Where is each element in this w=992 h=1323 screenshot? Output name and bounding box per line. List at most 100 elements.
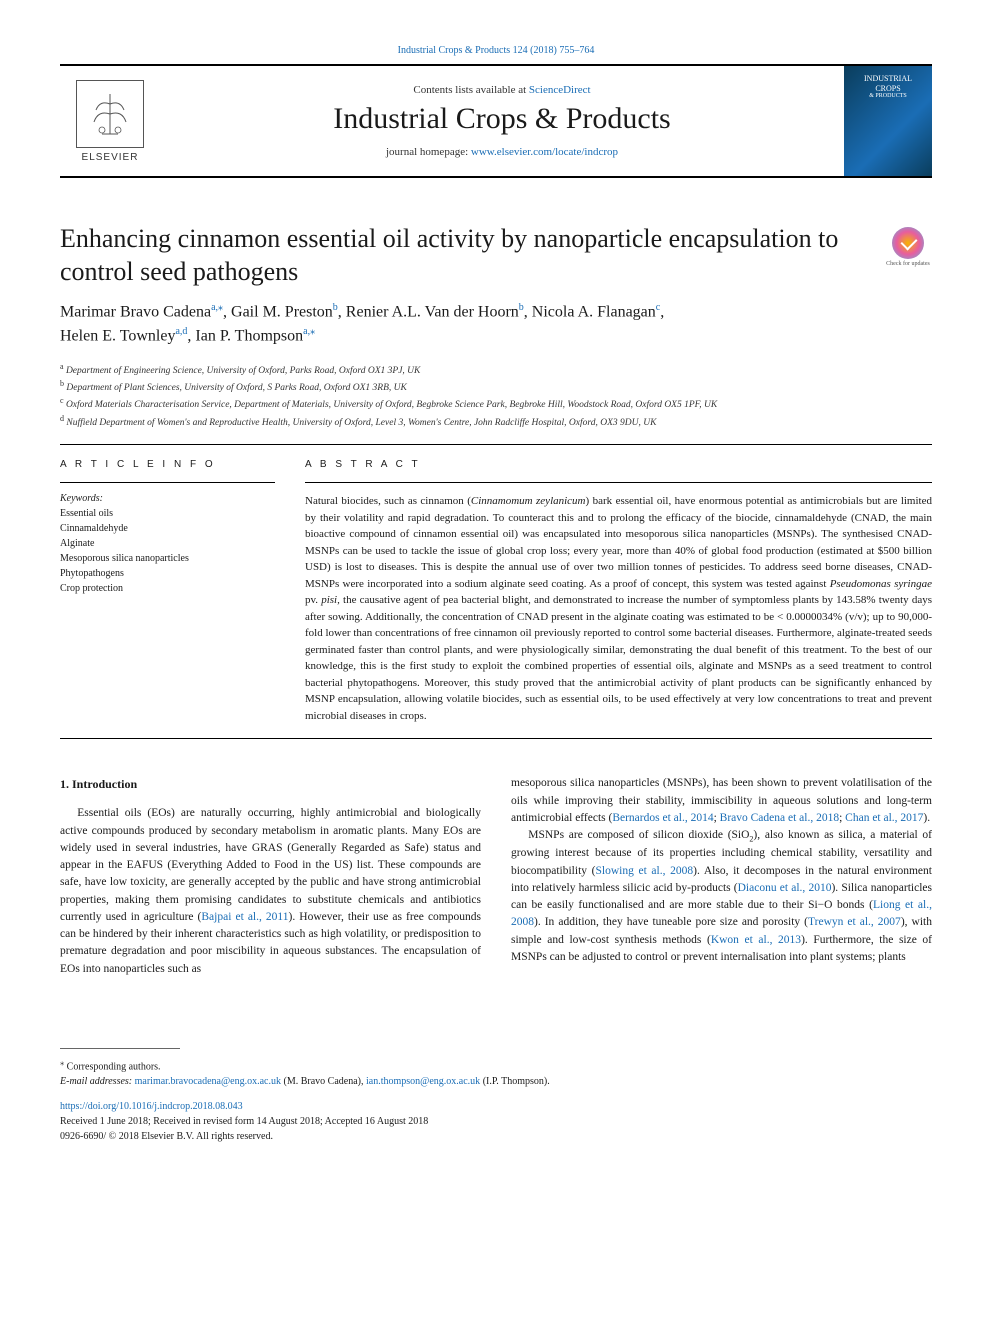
- sciencedirect-link[interactable]: ScienceDirect: [529, 84, 591, 96]
- doi-link[interactable]: https://doi.org/10.1016/j.indcrop.2018.0…: [60, 1101, 243, 1112]
- affil-text-b: Department of Plant Sciences, University…: [66, 383, 406, 393]
- check-updates-label: Check for updates: [886, 261, 930, 267]
- intro-seg-r2e: ). In addition, they have tuneable pore …: [534, 916, 808, 928]
- affil-sup-d: d: [60, 414, 64, 423]
- elsevier-logo[interactable]: ELSEVIER: [60, 66, 160, 176]
- journal-homepage-line: journal homepage: www.elsevier.com/locat…: [160, 146, 844, 158]
- citation-link[interactable]: Industrial Crops & Products 124 (2018) 7…: [398, 45, 595, 56]
- keyword-3: Alginate: [60, 536, 275, 551]
- footnote-divider: [60, 1048, 180, 1049]
- intro-seg-l1: Essential oils (EOs) are naturally occur…: [60, 807, 481, 923]
- affiliation-c: c Oxford Materials Characterisation Serv…: [60, 395, 932, 412]
- check-for-updates-badge[interactable]: Check for updates: [884, 223, 932, 271]
- journal-cover-thumbnail[interactable]: INDUSTRIAL CROPS & PRODUCTS: [844, 66, 932, 176]
- author-1-sup[interactable]: a,⁎: [211, 302, 223, 313]
- email-link-2[interactable]: ian.thompson@eng.ox.ac.uk: [366, 1076, 480, 1087]
- ref-diaconu-2010[interactable]: Diaconu et al., 2010: [738, 882, 832, 894]
- abstract-seg-3: pv.: [305, 594, 321, 606]
- affiliation-d: d Nuffield Department of Women's and Rep…: [60, 413, 932, 430]
- abstract-em-1: Cinnamomum zeylanicum: [471, 495, 586, 507]
- ref-trewyn-2007[interactable]: Trewyn et al., 2007: [808, 916, 901, 928]
- affil-text-c: Oxford Materials Characterisation Servic…: [66, 401, 717, 411]
- author-5-sup[interactable]: a,d: [175, 326, 187, 337]
- cover-line-2: CROPS: [875, 84, 900, 94]
- keywords-label: Keywords:: [60, 493, 275, 504]
- elsevier-label: ELSEVIER: [82, 152, 139, 163]
- footnotes-block: ⁎ Corresponding authors. E-mail addresse…: [60, 1057, 932, 1089]
- issn-copyright: 0926-6690/ © 2018 Elsevier B.V. All righ…: [60, 1129, 932, 1144]
- elsevier-tree-icon: [76, 80, 144, 148]
- intro-seg-r2a: MSNPs are composed of silicon dioxide (S…: [528, 829, 749, 841]
- received-dates: Received 1 June 2018; Received in revise…: [60, 1114, 932, 1129]
- abstract-text: Natural biocides, such as cinnamon (Cinn…: [305, 493, 932, 724]
- abstract-divider: [305, 482, 932, 483]
- ref-kwon-2013[interactable]: Kwon et al., 2013: [711, 934, 801, 946]
- article-info-divider: [60, 482, 275, 483]
- ref-bernardos-2014[interactable]: Bernardos et al., 2014: [612, 812, 713, 824]
- body-two-column: 1. Introduction Essential oils (EOs) are…: [60, 775, 932, 978]
- affil-sup-a: a: [60, 362, 64, 371]
- divider-top: [60, 444, 932, 445]
- homepage-prefix: journal homepage:: [386, 146, 471, 158]
- abstract-seg-1: Natural biocides, such as cinnamon (: [305, 495, 471, 507]
- affiliation-b: b Department of Plant Sciences, Universi…: [60, 378, 932, 395]
- abstract-seg-2: ) bark essential oil, have enormous pote…: [305, 495, 932, 590]
- abstract-column: A B S T R A C T Natural biocides, such a…: [305, 459, 932, 724]
- abstract-label: A B S T R A C T: [305, 459, 932, 470]
- author-6: Ian P. Thompson: [195, 328, 303, 345]
- abstract-seg-4: the causative agent of pea bacterial bli…: [305, 594, 932, 722]
- email-name-2: (I.P. Thompson).: [480, 1076, 550, 1087]
- email-label: E-mail addresses:: [60, 1076, 135, 1087]
- intro-heading: 1. Introduction: [60, 775, 481, 793]
- author-4: Nicola A. Flanagan: [532, 303, 656, 320]
- author-3: Renier A.L. Van der Hoorn: [346, 303, 519, 320]
- contents-available-text: Contents lists available at ScienceDirec…: [160, 84, 844, 96]
- email-link-1[interactable]: marimar.bravocadena@eng.ox.ac.uk: [135, 1076, 281, 1087]
- keyword-4: Mesoporous silica nanoparticles: [60, 551, 275, 566]
- keyword-2: Cinnamaldehyde: [60, 521, 275, 536]
- affil-sup-c: c: [60, 396, 64, 405]
- ref-chan-2017[interactable]: Chan et al., 2017: [845, 812, 923, 824]
- intro-para-right-1: mesoporous silica nanoparticles (MSNPs),…: [511, 775, 932, 827]
- author-6-sup[interactable]: a,⁎: [303, 326, 315, 337]
- doi-block: https://doi.org/10.1016/j.indcrop.2018.0…: [60, 1099, 932, 1144]
- keyword-1: Essential oils: [60, 506, 275, 521]
- corr-text: Corresponding authors.: [67, 1061, 161, 1072]
- author-3-sup[interactable]: b: [519, 302, 524, 313]
- email-addresses-line: E-mail addresses: marimar.bravocadena@en…: [60, 1074, 932, 1089]
- author-4-sup[interactable]: c: [656, 302, 660, 313]
- article-info-label: A R T I C L E I N F O: [60, 459, 275, 470]
- journal-homepage-link[interactable]: www.elsevier.com/locate/indcrop: [471, 146, 618, 158]
- author-2-sup[interactable]: b: [333, 302, 338, 313]
- cover-line-1: INDUSTRIAL: [864, 74, 912, 84]
- affiliation-a: a Department of Engineering Science, Uni…: [60, 361, 932, 378]
- journal-header-banner: ELSEVIER Contents lists available at Sci…: [60, 64, 932, 178]
- article-info-column: A R T I C L E I N F O Keywords: Essentia…: [60, 459, 275, 724]
- body-left-column: 1. Introduction Essential oils (EOs) are…: [60, 775, 481, 978]
- corresponding-authors-line: ⁎ Corresponding authors.: [60, 1057, 932, 1074]
- keywords-list: Essential oils Cinnamaldehyde Alginate M…: [60, 506, 275, 596]
- ref-bajpai-2011[interactable]: Bajpai et al., 2011: [201, 911, 288, 923]
- authors-line: Marimar Bravo Cadenaa,⁎, Gail M. Preston…: [60, 300, 932, 349]
- divider-bottom: [60, 738, 932, 739]
- intro-para-left: Essential oils (EOs) are naturally occur…: [60, 805, 481, 978]
- author-5: Helen E. Townley: [60, 328, 175, 345]
- keyword-5: Phytopathogens: [60, 566, 275, 581]
- intro-seg-r1b: ).: [923, 812, 930, 824]
- cover-line-3: & PRODUCTS: [869, 93, 907, 100]
- ref-slowing-2008[interactable]: Slowing et al., 2008: [596, 865, 694, 877]
- article-title: Enhancing cinnamon essential oil activit…: [60, 223, 884, 288]
- affil-sup-b: b: [60, 379, 64, 388]
- author-1: Marimar Bravo Cadena: [60, 303, 211, 320]
- ref-bravo-cadena-2018[interactable]: Bravo Cadena et al., 2018: [720, 812, 839, 824]
- contents-prefix: Contents lists available at: [413, 84, 528, 96]
- journal-title: Industrial Crops & Products: [160, 102, 844, 136]
- abstract-em-3: pisi,: [321, 594, 340, 606]
- body-right-column: mesoporous silica nanoparticles (MSNPs),…: [511, 775, 932, 978]
- affil-text-a: Department of Engineering Science, Unive…: [66, 366, 420, 376]
- email-name-1: (M. Bravo Cadena),: [281, 1076, 366, 1087]
- affiliations-block: a Department of Engineering Science, Uni…: [60, 361, 932, 431]
- corr-marker: ⁎: [60, 1058, 64, 1067]
- author-2: Gail M. Preston: [231, 303, 333, 320]
- keyword-6: Crop protection: [60, 581, 275, 596]
